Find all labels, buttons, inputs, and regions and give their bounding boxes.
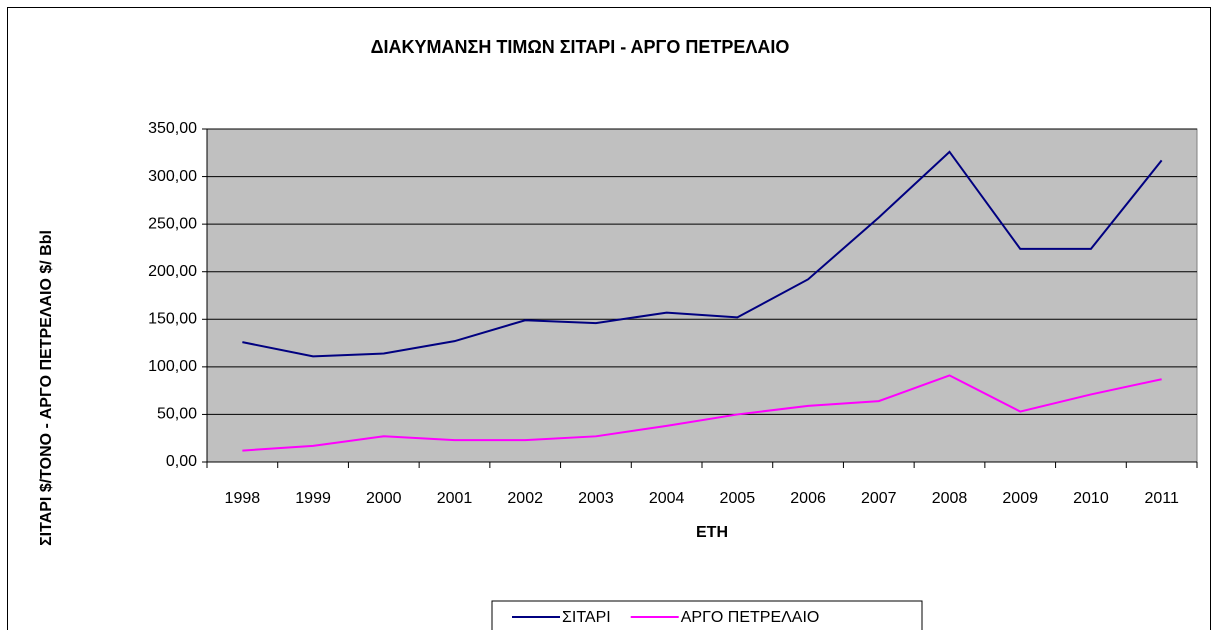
- x-tick-label: 2005: [720, 490, 756, 507]
- x-tick-label: 2004: [649, 490, 685, 507]
- y-tick-label: 350,00: [148, 120, 197, 137]
- x-tick-label: 2001: [437, 490, 473, 507]
- series-line: [242, 150, 1163, 358]
- series-line: [242, 374, 1162, 452]
- y-tick-label: 150,00: [148, 311, 197, 328]
- x-tick-label: 2000: [366, 490, 402, 507]
- x-tick-label: 1998: [225, 490, 261, 507]
- x-tick-label: 2009: [1002, 490, 1038, 507]
- y-axis-label: ΣΙΤΑΡΙ $/ΤΟΝΟ - ΑΡΓΟ ΠΕΤΡΕΛΑΙΟ $/ Bbl: [38, 230, 55, 546]
- y-tick-label: 250,00: [148, 215, 197, 232]
- x-tick-label: 2003: [578, 490, 614, 507]
- legend-label: ΑΡΓΟ ΠΕΤΡΕΛΑΙΟ: [681, 609, 820, 626]
- x-tick-label: 2007: [861, 490, 897, 507]
- y-tick-label: 200,00: [148, 263, 197, 280]
- y-tick-label: 50,00: [157, 406, 197, 423]
- x-tick-label: 2011: [1144, 490, 1179, 507]
- y-tick-label: 300,00: [148, 168, 197, 185]
- x-tick-label: 2010: [1073, 490, 1109, 507]
- legend-box: [491, 600, 923, 630]
- x-tick-label: 2006: [790, 490, 826, 507]
- x-tick-label: 1999: [295, 490, 331, 507]
- y-tick-label: 0,00: [166, 453, 197, 470]
- x-axis-label: ΕΤΗ: [696, 524, 728, 541]
- y-tick-label: 100,00: [148, 358, 197, 375]
- legend-label: ΣΙΤΑΡΙ: [562, 609, 611, 626]
- x-tick-label: 2002: [507, 490, 543, 507]
- plot-area: [206, 128, 1198, 463]
- x-tick-label: 2008: [932, 490, 968, 507]
- chart-title: ΔΙΑΚΥΜΑΝΣΗ ΤΙΜΩΝ ΣΙΤΑΡΙ - ΑΡΓΟ ΠΕΤΡΕΛΑΙΟ: [371, 37, 790, 57]
